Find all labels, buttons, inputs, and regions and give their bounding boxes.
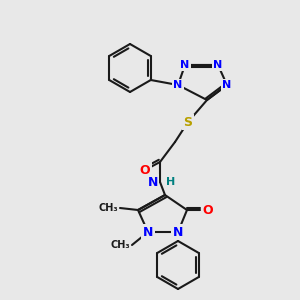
Text: N: N: [222, 80, 232, 90]
Text: O: O: [140, 164, 150, 176]
Text: N: N: [173, 226, 183, 238]
Text: O: O: [202, 203, 213, 217]
Text: N: N: [173, 80, 183, 90]
Text: N: N: [143, 226, 153, 238]
Text: N: N: [180, 60, 190, 70]
Text: CH₃: CH₃: [110, 240, 130, 250]
Text: S: S: [184, 116, 193, 128]
Text: CH₃: CH₃: [98, 203, 118, 213]
Text: N: N: [213, 60, 223, 70]
Text: H: H: [166, 177, 175, 187]
Text: N: N: [148, 176, 158, 188]
